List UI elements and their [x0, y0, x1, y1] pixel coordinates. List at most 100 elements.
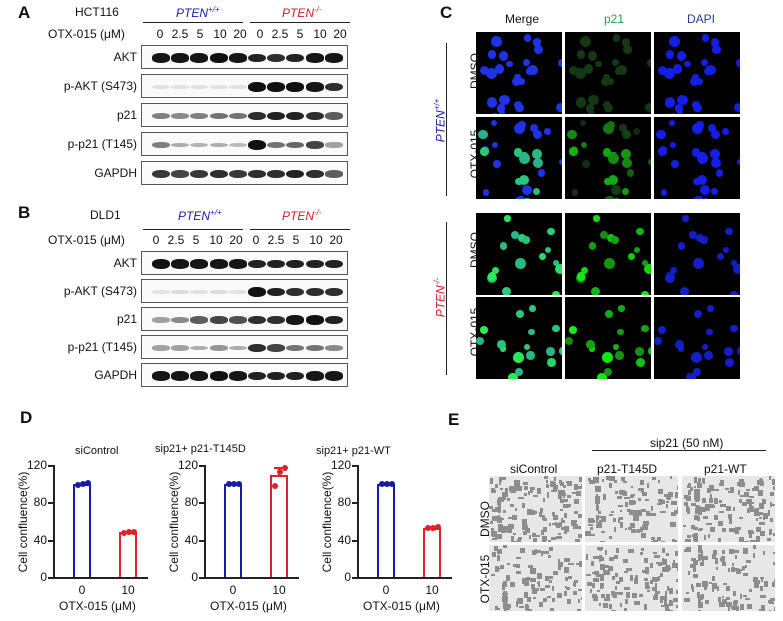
cell-cluster: [498, 480, 502, 485]
cell-cluster: [564, 586, 568, 589]
nucleus: [498, 110, 505, 114]
cell-cluster: [658, 499, 665, 504]
cell-cluster: [699, 561, 705, 567]
cell-cluster: [683, 549, 688, 552]
cell-cluster: [700, 550, 704, 556]
pten-wt-group-label: PTEN+/+: [432, 98, 448, 143]
nucleus: [582, 160, 590, 168]
nucleus: [700, 198, 711, 199]
cell-cluster: [692, 573, 698, 579]
band: [286, 287, 305, 297]
cell-cluster: [498, 503, 501, 507]
dose-label: 5: [296, 27, 304, 41]
y-tick: [352, 465, 357, 467]
band: [267, 53, 286, 63]
y-tick-label: 120: [330, 458, 351, 472]
nucleus: [711, 44, 721, 54]
blot-label: p21: [116, 108, 137, 122]
cell-cluster: [773, 607, 775, 611]
band: [228, 85, 247, 89]
cell-cluster: [502, 605, 508, 610]
cell-cluster: [663, 494, 667, 498]
cell-cluster: [691, 525, 695, 530]
nucleus: [696, 174, 707, 185]
cell-cluster: [772, 581, 775, 588]
cell-cluster: [596, 590, 600, 593]
nucleus: [710, 129, 721, 139]
cell-cluster: [593, 577, 599, 582]
nucleus: [660, 189, 668, 196]
nucleus: [670, 141, 677, 149]
cell-cluster: [495, 605, 499, 610]
nucleus: [558, 159, 562, 166]
cell-cluster: [700, 483, 703, 489]
cell-cluster: [670, 521, 677, 527]
nucleus: [482, 189, 490, 196]
cell-cluster: [525, 577, 530, 581]
nucleus: [693, 309, 703, 319]
cell-cluster: [542, 498, 546, 502]
nucleus: [603, 73, 610, 80]
x-axis: [204, 577, 299, 579]
y-tick-label: 40: [184, 532, 198, 547]
nucleus: [669, 36, 680, 47]
nucleus: [647, 159, 651, 166]
cell-cluster: [687, 570, 690, 575]
band: [190, 371, 209, 381]
cell-cluster: [604, 549, 608, 555]
cell-cluster: [724, 487, 730, 491]
cell-cluster: [623, 496, 630, 499]
nucleus: [730, 259, 738, 267]
cell-cluster: [516, 538, 522, 542]
cell-cluster: [659, 596, 663, 600]
cell-cluster: [510, 504, 514, 507]
x-axis-label: OTX-015 (μM): [363, 599, 440, 613]
cell-cluster: [768, 609, 772, 611]
cell-cluster: [753, 582, 760, 588]
dose-label: 20: [329, 233, 343, 247]
cell-cluster: [768, 599, 774, 604]
cell-cluster: [633, 529, 639, 532]
cell-cluster: [490, 532, 497, 537]
cell-cluster: [659, 599, 664, 603]
cell-cluster: [525, 603, 528, 607]
nucleus: [526, 351, 535, 360]
cell-cluster: [549, 579, 552, 583]
nucleus: [526, 68, 533, 75]
cell-cluster: [647, 589, 651, 593]
band: [209, 316, 228, 324]
cell-cluster: [651, 586, 656, 591]
cell-cluster: [595, 508, 600, 512]
data-point: [131, 528, 137, 535]
band: [209, 112, 228, 120]
y-tick-label: 80: [337, 495, 351, 510]
cell-cluster: [626, 509, 632, 513]
cell-cluster: [596, 517, 599, 523]
cell-cluster: [600, 582, 604, 587]
cell-cluster: [567, 598, 572, 604]
cell-cluster: [668, 600, 673, 606]
cell-cluster: [602, 603, 608, 608]
cell-cluster: [625, 591, 630, 598]
cell-cluster: [759, 503, 764, 510]
cell-cluster: [615, 581, 620, 585]
cell-cluster: [498, 527, 504, 532]
cell-cluster: [693, 559, 698, 566]
dose-label: 2.5: [267, 233, 285, 247]
cell-cluster: [643, 577, 648, 582]
data-point: [80, 480, 86, 487]
band: [171, 85, 190, 89]
cell-cluster: [656, 561, 659, 565]
x-tick-label: 10: [425, 583, 439, 597]
cell-cluster: [588, 518, 594, 524]
cell-cluster: [564, 567, 570, 574]
nucleus: [658, 65, 668, 76]
nucleus: [575, 68, 587, 80]
cell-cluster: [509, 581, 516, 587]
panel-b-dose-labels: 0 2.5 5 10 20 0 2.5 5 10 20: [146, 233, 346, 247]
cell-cluster: [559, 489, 566, 496]
cell-cluster: [547, 596, 551, 599]
confluence-image-dmso-p21-wt: [682, 476, 775, 542]
cell-cluster: [490, 488, 496, 491]
cell-cluster: [759, 479, 764, 484]
